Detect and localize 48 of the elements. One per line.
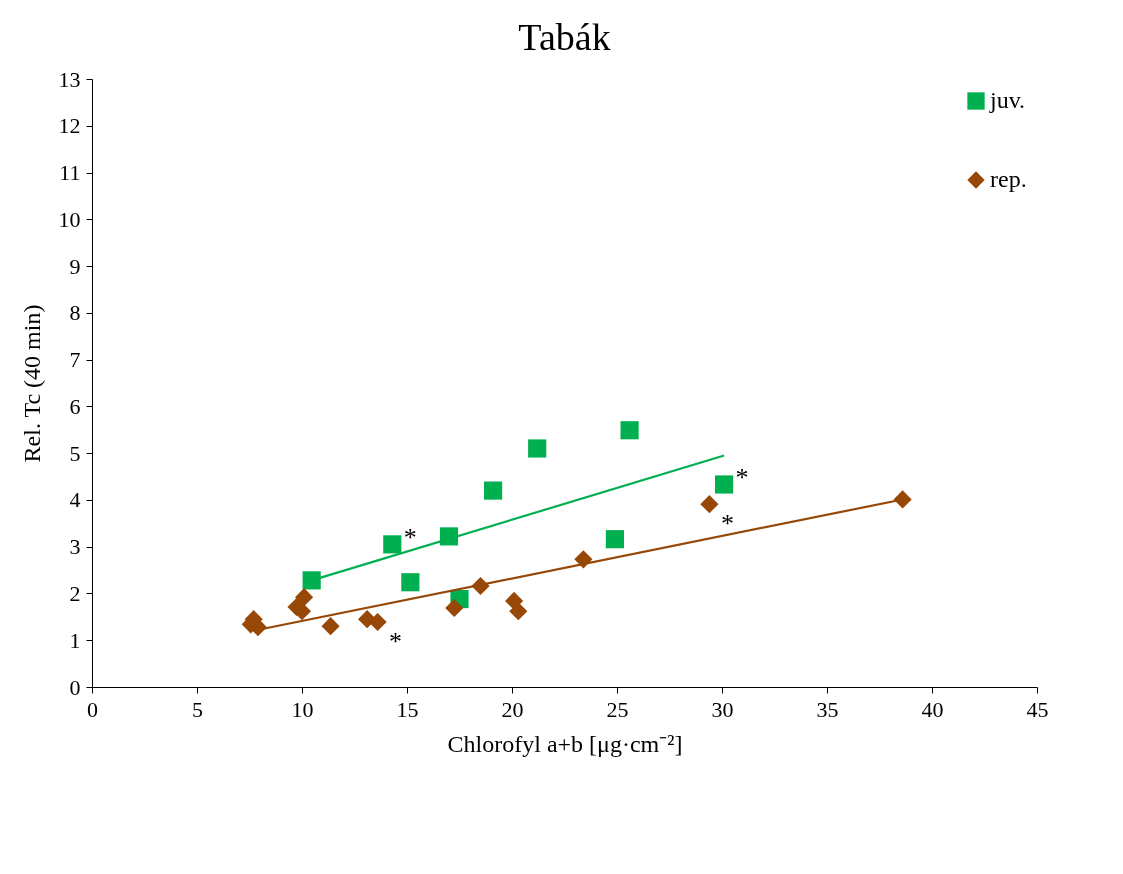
point: [893, 490, 912, 509]
point: [509, 602, 528, 621]
legend-label: rep.: [990, 166, 1027, 192]
y-tick-label: 2: [69, 580, 81, 606]
x-tick-label: 20: [501, 696, 524, 722]
point: [715, 475, 734, 494]
point: [484, 481, 503, 500]
x-tick-label: 40: [921, 696, 944, 722]
y-tick-label: 11: [59, 160, 81, 186]
point: [445, 598, 464, 618]
y-tick-label: 9: [69, 253, 81, 279]
x-tick-label: 15: [396, 696, 419, 722]
annotation: *: [403, 523, 417, 553]
x-tick-label: 25: [606, 696, 629, 722]
y-tick-label: 1: [69, 627, 81, 653]
y-tick-label: 10: [58, 206, 81, 232]
point: [368, 612, 387, 632]
x-axis-title: Chlorofyl a+b [μg·cm⁻²]: [447, 730, 683, 757]
y-tick-label: 8: [69, 300, 81, 326]
y-tick-label: 3: [69, 534, 81, 560]
point: [605, 530, 624, 549]
point: [528, 439, 547, 458]
x-tick-label: 30: [711, 696, 734, 722]
x-tick-label: 5: [192, 696, 203, 722]
point: [321, 617, 340, 636]
chart-title: Tabák: [518, 16, 611, 58]
legend-label: juv.: [989, 87, 1026, 113]
y-axis-title: Rel. Tc (40 min): [18, 304, 45, 463]
y-tick-label: 7: [69, 347, 81, 373]
y-tick-label: 0: [69, 674, 81, 700]
y-tick-label: 4: [69, 487, 81, 513]
y-tick-label: 12: [58, 113, 81, 139]
x-tick-label: 35: [816, 696, 839, 722]
y-tick-label: 5: [69, 440, 81, 466]
annotation: *: [720, 509, 734, 539]
annotation: *: [735, 463, 749, 493]
annotation: *: [389, 626, 403, 656]
point: [700, 495, 719, 514]
point: [383, 535, 402, 554]
x-tick-label: 45: [1026, 696, 1049, 722]
point: [620, 421, 639, 440]
y-tick-label: 6: [69, 393, 81, 419]
point: [302, 571, 321, 590]
x-tick-label: 10: [291, 696, 314, 722]
x-tick-label: 0: [87, 696, 98, 722]
y-tick-label: 13: [58, 66, 81, 92]
point: [295, 588, 314, 607]
point: [401, 573, 420, 592]
